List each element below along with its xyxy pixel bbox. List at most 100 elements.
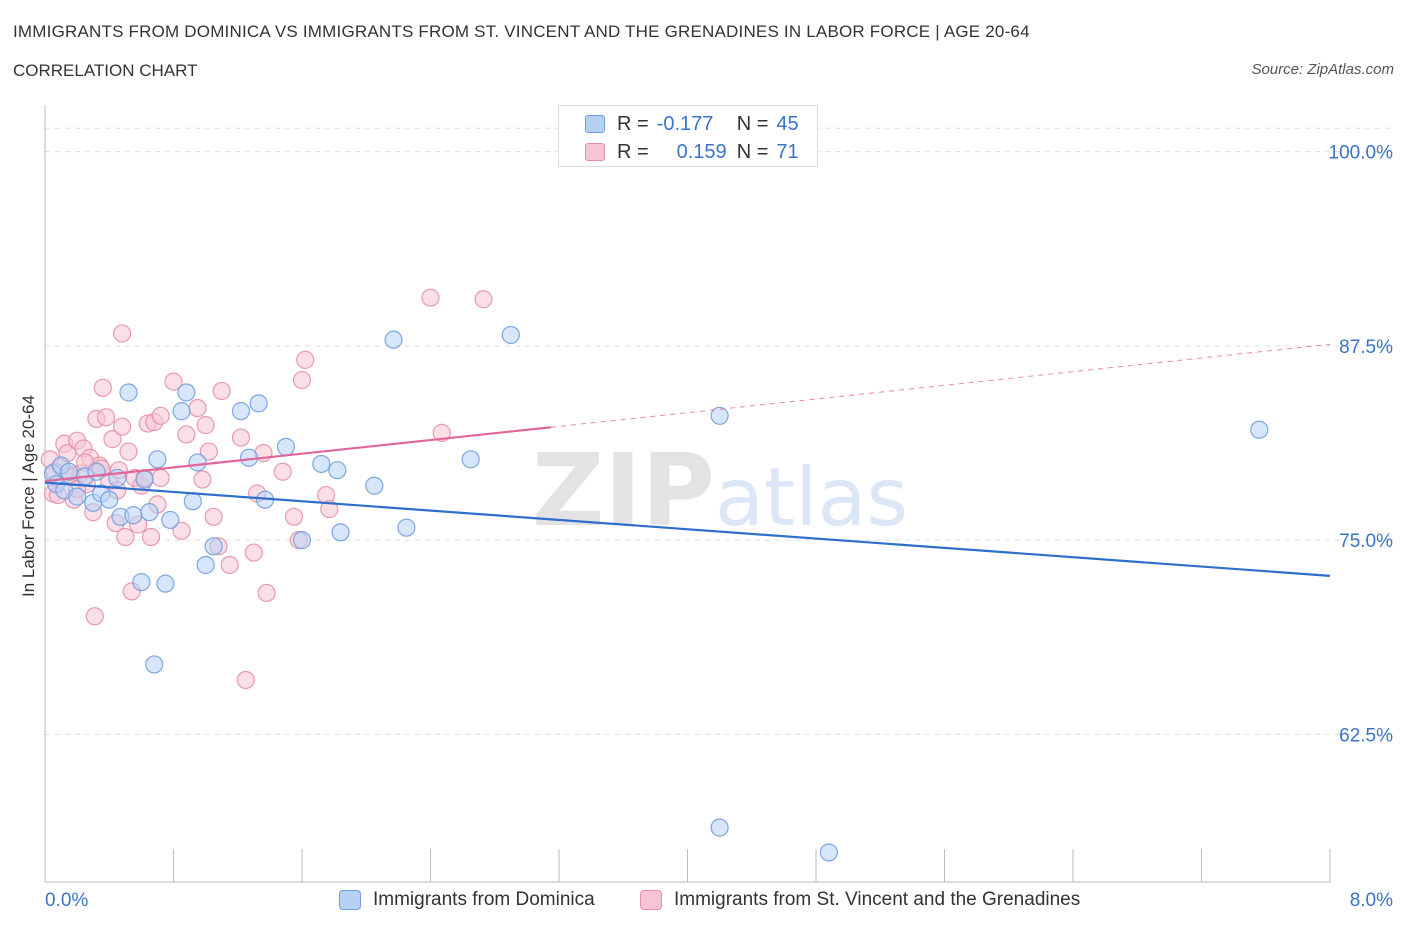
point-dominica (461, 450, 480, 469)
watermark-zip: ZIP (532, 432, 715, 549)
point-dominica (231, 402, 251, 421)
legend-swatch-dominica (339, 890, 361, 910)
stats-row-stvincent: R = 0.159 N = 71 (585, 140, 799, 164)
n-value: 71 (776, 140, 799, 163)
swatch-dominica (585, 115, 605, 133)
y-tick-labels: 62.5% 75.0% 87.5% 100.0% (1329, 143, 1394, 747)
y-tick-label: 100.0% (1329, 143, 1394, 164)
point-dominica (119, 383, 138, 402)
point-stvincent (196, 416, 215, 435)
stats-row-dominica: R = -0.177 N = 45 (585, 112, 799, 136)
r-label: R = (617, 112, 649, 135)
point-dominica (145, 655, 164, 674)
point-dominica (132, 572, 151, 592)
legend-item-dominica: Immigrants from Dominica (339, 889, 595, 911)
trend-line-dominica (44, 481, 1331, 577)
point-stvincent (151, 406, 170, 425)
point-dominica (124, 506, 143, 525)
n-label: N = (736, 140, 769, 163)
point-dominica (196, 555, 215, 575)
data-points (40, 288, 1269, 862)
point-dominica (819, 843, 838, 862)
watermark: ZIPatlas (532, 432, 908, 549)
point-stvincent (164, 372, 183, 391)
point-stvincent (421, 288, 440, 307)
point-dominica (331, 523, 350, 542)
point-dominica (397, 518, 416, 537)
x-tick-max: 8.0% (1349, 890, 1393, 911)
point-dominica (501, 325, 520, 345)
point-dominica (204, 537, 223, 556)
point-dominica (292, 531, 312, 550)
point-stvincent (93, 378, 112, 397)
point-stvincent (85, 607, 104, 626)
r-value-text: 0.159 (676, 140, 727, 163)
point-dominica (172, 402, 191, 421)
legend-label-stvincent: Immigrants from St. Vincent and the Gren… (674, 889, 1081, 910)
point-stvincent (199, 442, 218, 461)
point-stvincent (292, 370, 312, 390)
point-stvincent (204, 507, 223, 526)
point-stvincent (432, 423, 451, 442)
point-stvincent (188, 398, 207, 418)
point-stvincent (320, 499, 339, 519)
point-dominica (365, 476, 384, 495)
chart-subtitle: CORRELATION CHART (13, 61, 198, 80)
point-dominica (384, 330, 403, 349)
point-stvincent (296, 350, 315, 369)
point-dominica (68, 487, 87, 506)
y-tick-label: 87.5% (1339, 337, 1393, 358)
point-stvincent (112, 417, 132, 436)
point-dominica (328, 461, 347, 480)
point-dominica (312, 454, 331, 474)
point-stvincent (141, 527, 161, 547)
point-stvincent (177, 425, 196, 444)
legend-swatch-stvincent (640, 890, 662, 910)
x-tick-min: 0.0% (45, 890, 89, 911)
point-dominica (135, 470, 154, 489)
y-tick-label: 75.0% (1339, 531, 1393, 552)
point-dominica (710, 818, 729, 837)
chart-title: IMMIGRANTS FROM DOMINICA VS IMMIGRANTS F… (13, 22, 1030, 41)
point-dominica (100, 490, 119, 509)
trend-line-stvincent (44, 426, 552, 483)
point-stvincent (119, 442, 138, 461)
point-dominica (710, 406, 729, 425)
point-dominica (188, 453, 207, 472)
point-stvincent (231, 428, 251, 447)
watermark-atlas: atlas (715, 451, 908, 544)
trend-line-stvincent-projection (550, 343, 1331, 428)
point-dominica (276, 437, 296, 456)
point-stvincent (116, 527, 135, 547)
point-dominica (87, 462, 106, 481)
swatch-stvincent (585, 143, 605, 161)
point-dominica (249, 394, 268, 413)
stats-legend: R = -0.177 N = 45 R = 0.159 N = 71 (558, 105, 818, 167)
r-value: -0.177 (656, 112, 714, 135)
n-label: N = (736, 112, 769, 135)
point-stvincent (273, 462, 292, 481)
point-stvincent (244, 543, 263, 562)
n-value: 45 (776, 112, 799, 135)
point-dominica (183, 492, 202, 511)
point-dominica (140, 503, 159, 522)
point-stvincent (112, 324, 132, 343)
r-value: 0.159 (657, 141, 727, 164)
point-stvincent (257, 583, 276, 603)
r-label: R = (617, 140, 649, 163)
legend-item-stvincent: Immigrants from St. Vincent and the Gren… (640, 889, 1080, 911)
point-dominica (156, 574, 175, 593)
trend-lines (44, 343, 1331, 577)
point-stvincent (151, 468, 170, 488)
point-stvincent (172, 521, 191, 540)
point-stvincent (212, 381, 231, 401)
point-stvincent (236, 670, 255, 690)
point-stvincent (103, 430, 122, 449)
source-label: Source: ZipAtlas.com (1251, 61, 1394, 78)
point-dominica (161, 510, 180, 530)
y-tick-label: 62.5% (1339, 725, 1393, 746)
point-dominica (148, 450, 167, 469)
legend-label-dominica: Immigrants from Dominica (373, 889, 595, 910)
point-stvincent (193, 470, 212, 489)
